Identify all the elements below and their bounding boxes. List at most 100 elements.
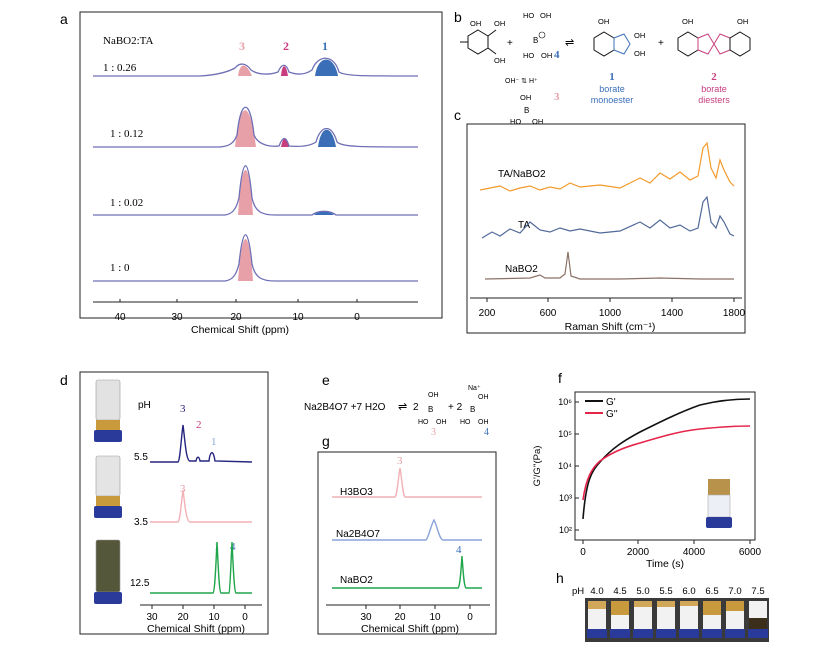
a-x-ticks: 40 30 20 10 0 bbox=[114, 299, 360, 323]
equilibrium-arrow-icon: ⇌ bbox=[398, 401, 407, 413]
a-tick-label: 40 bbox=[114, 312, 126, 323]
spectrum-1-0 bbox=[93, 234, 418, 282]
c-tick-label: 200 bbox=[479, 308, 496, 319]
g-x-axis-title: Chemical Shift (ppm) bbox=[361, 623, 459, 635]
na-label: Na⁺ bbox=[468, 385, 481, 392]
panel-g-frame bbox=[317, 451, 497, 635]
c-x-ticks: 200 600 1000 1400 1800 bbox=[479, 298, 746, 319]
f-x-tick-label: 6000 bbox=[739, 547, 762, 558]
plus-coefficient: + 2 bbox=[448, 402, 463, 413]
raman-ta-nabo2-line bbox=[479, 141, 735, 192]
oh-label: OH bbox=[520, 93, 531, 102]
f-y-ticks: 10⁶ 10⁵ 10⁴ 10³ 10² bbox=[558, 397, 579, 535]
panel-a: a NaBO2:TA 3 2 1 1 : 0.26 1 : 0.12 1 : 0… bbox=[60, 11, 443, 336]
nmr-ph-5-5-line bbox=[150, 424, 253, 463]
d-x-axis-title: Chemical Shift (ppm) bbox=[147, 623, 245, 635]
monoester-text: monoester bbox=[591, 95, 634, 105]
ratio-label: 1 : 0.02 bbox=[110, 197, 143, 209]
oh-label: OH bbox=[478, 419, 489, 426]
a-peak-fill bbox=[318, 129, 336, 147]
ratio-label: 1 : 0.12 bbox=[110, 128, 143, 140]
g-tick-label: 20 bbox=[394, 612, 406, 623]
h-ph-value: 7.0 bbox=[728, 586, 741, 597]
g-peak-label-4: 4 bbox=[456, 544, 462, 556]
c-tick-label: 600 bbox=[540, 308, 557, 319]
oh-label: OH bbox=[470, 19, 481, 28]
h-vial bbox=[679, 601, 699, 638]
oh-label: OH bbox=[494, 19, 505, 28]
oh-label: OH bbox=[541, 51, 552, 60]
panel-e-letter: e bbox=[322, 372, 330, 388]
nmr-ph-3-5-line bbox=[150, 489, 252, 523]
compound-3-label: 3 bbox=[431, 427, 436, 438]
d-peak-label-1: 1 bbox=[211, 436, 217, 448]
a-peak-fill bbox=[238, 239, 253, 281]
d-x-ticks: 30 20 10 0 bbox=[146, 605, 248, 623]
f-y-tick-label: 10⁵ bbox=[558, 429, 572, 439]
vial-ph-12-5 bbox=[94, 539, 122, 604]
panel-h: h pH 4.0 4.5 5.0 5.5 6.0 6.5 7.0 7.5 bbox=[556, 570, 769, 642]
f-y-tick-label: 10⁴ bbox=[558, 461, 572, 471]
f-y-tick-label: 10⁶ bbox=[558, 397, 572, 407]
oh-label: HO bbox=[460, 419, 471, 426]
d-peak-label-3: 3 bbox=[180, 483, 186, 495]
series-label-ta: TA bbox=[518, 220, 530, 231]
oh-label: OH bbox=[682, 17, 693, 26]
oh-label: OH bbox=[634, 49, 645, 58]
oh-label: OH bbox=[494, 56, 505, 65]
oh-label: OH bbox=[540, 11, 551, 20]
a-tick-label: 0 bbox=[354, 312, 360, 323]
h-vial bbox=[702, 601, 722, 638]
oh-label: OH bbox=[598, 17, 609, 26]
g-tick-label: 0 bbox=[467, 612, 473, 623]
oh-label: OH bbox=[478, 394, 489, 401]
g-peak-label-3: 3 bbox=[397, 455, 403, 467]
a-peak-fill bbox=[281, 66, 288, 76]
panel-c-frame bbox=[466, 123, 746, 334]
oh-label: OH bbox=[436, 419, 447, 426]
diesters-text: diesters bbox=[698, 95, 730, 105]
h-vial bbox=[748, 601, 768, 638]
a-tick-label: 20 bbox=[230, 312, 242, 323]
ratio-label: 1 : 0.26 bbox=[103, 62, 137, 74]
panel-b-letter: b bbox=[454, 9, 462, 25]
a-tick-label: 10 bbox=[292, 312, 304, 323]
boron-atom: B bbox=[533, 36, 538, 45]
f-y-tick-label: 10³ bbox=[559, 493, 572, 503]
nmr-h3bo3-line bbox=[332, 467, 482, 498]
g-double-prime-curve bbox=[582, 425, 751, 501]
raman-nabo2-line bbox=[484, 251, 734, 280]
panel-c-letter: c bbox=[454, 107, 461, 123]
oh-label: HO bbox=[523, 11, 534, 20]
c-tick-label: 1400 bbox=[661, 308, 684, 319]
h-ph-value: 6.0 bbox=[682, 586, 695, 597]
panel-a-letter: a bbox=[60, 11, 68, 27]
h-ph-value: 5.5 bbox=[659, 586, 672, 597]
d-peak-label-3: 3 bbox=[180, 403, 186, 415]
compound-2-label: 2 bbox=[711, 71, 717, 83]
c-tick-label: 1000 bbox=[599, 308, 622, 319]
panel-d: d pH 5.5 3.5 12.5 3 2 1 3 1 4 bbox=[60, 371, 269, 635]
a-x-axis-title: Chemical Shift (ppm) bbox=[191, 324, 289, 336]
g-x-ticks: 30 20 10 0 bbox=[360, 605, 473, 623]
c-x-axis-title: Raman Shift (cm⁻¹) bbox=[565, 321, 656, 333]
nmr-nabo2-line bbox=[332, 555, 482, 589]
legend-g-prime: G' bbox=[606, 397, 616, 408]
catechol-structure bbox=[460, 29, 497, 55]
panel-b: b OH OH OH + HO OH B HO OH 4 ⇌ OH OH OH … bbox=[454, 9, 751, 126]
ratio-label: 1 : 0 bbox=[110, 262, 130, 274]
g-tick-label: 30 bbox=[360, 612, 372, 623]
diester-structure bbox=[677, 31, 751, 57]
oh-label: HO bbox=[523, 51, 534, 60]
legend-title: NaBO2:TA bbox=[103, 35, 154, 47]
boron-atom: B bbox=[470, 405, 475, 414]
d-tick-label: 20 bbox=[177, 612, 189, 623]
series-label-nabo2: NaBO2 bbox=[505, 264, 538, 275]
legend-g-double-prime: G'' bbox=[606, 409, 618, 420]
h-ph-value: 5.0 bbox=[636, 586, 649, 597]
d-peak-label-4: 4 bbox=[230, 541, 236, 553]
panel-f: f G' G'' 10⁶ 10⁵ 10⁴ 10³ 10² bbox=[532, 370, 762, 570]
oh-label: HO bbox=[418, 419, 429, 426]
spectrum-1-012 bbox=[93, 106, 419, 148]
